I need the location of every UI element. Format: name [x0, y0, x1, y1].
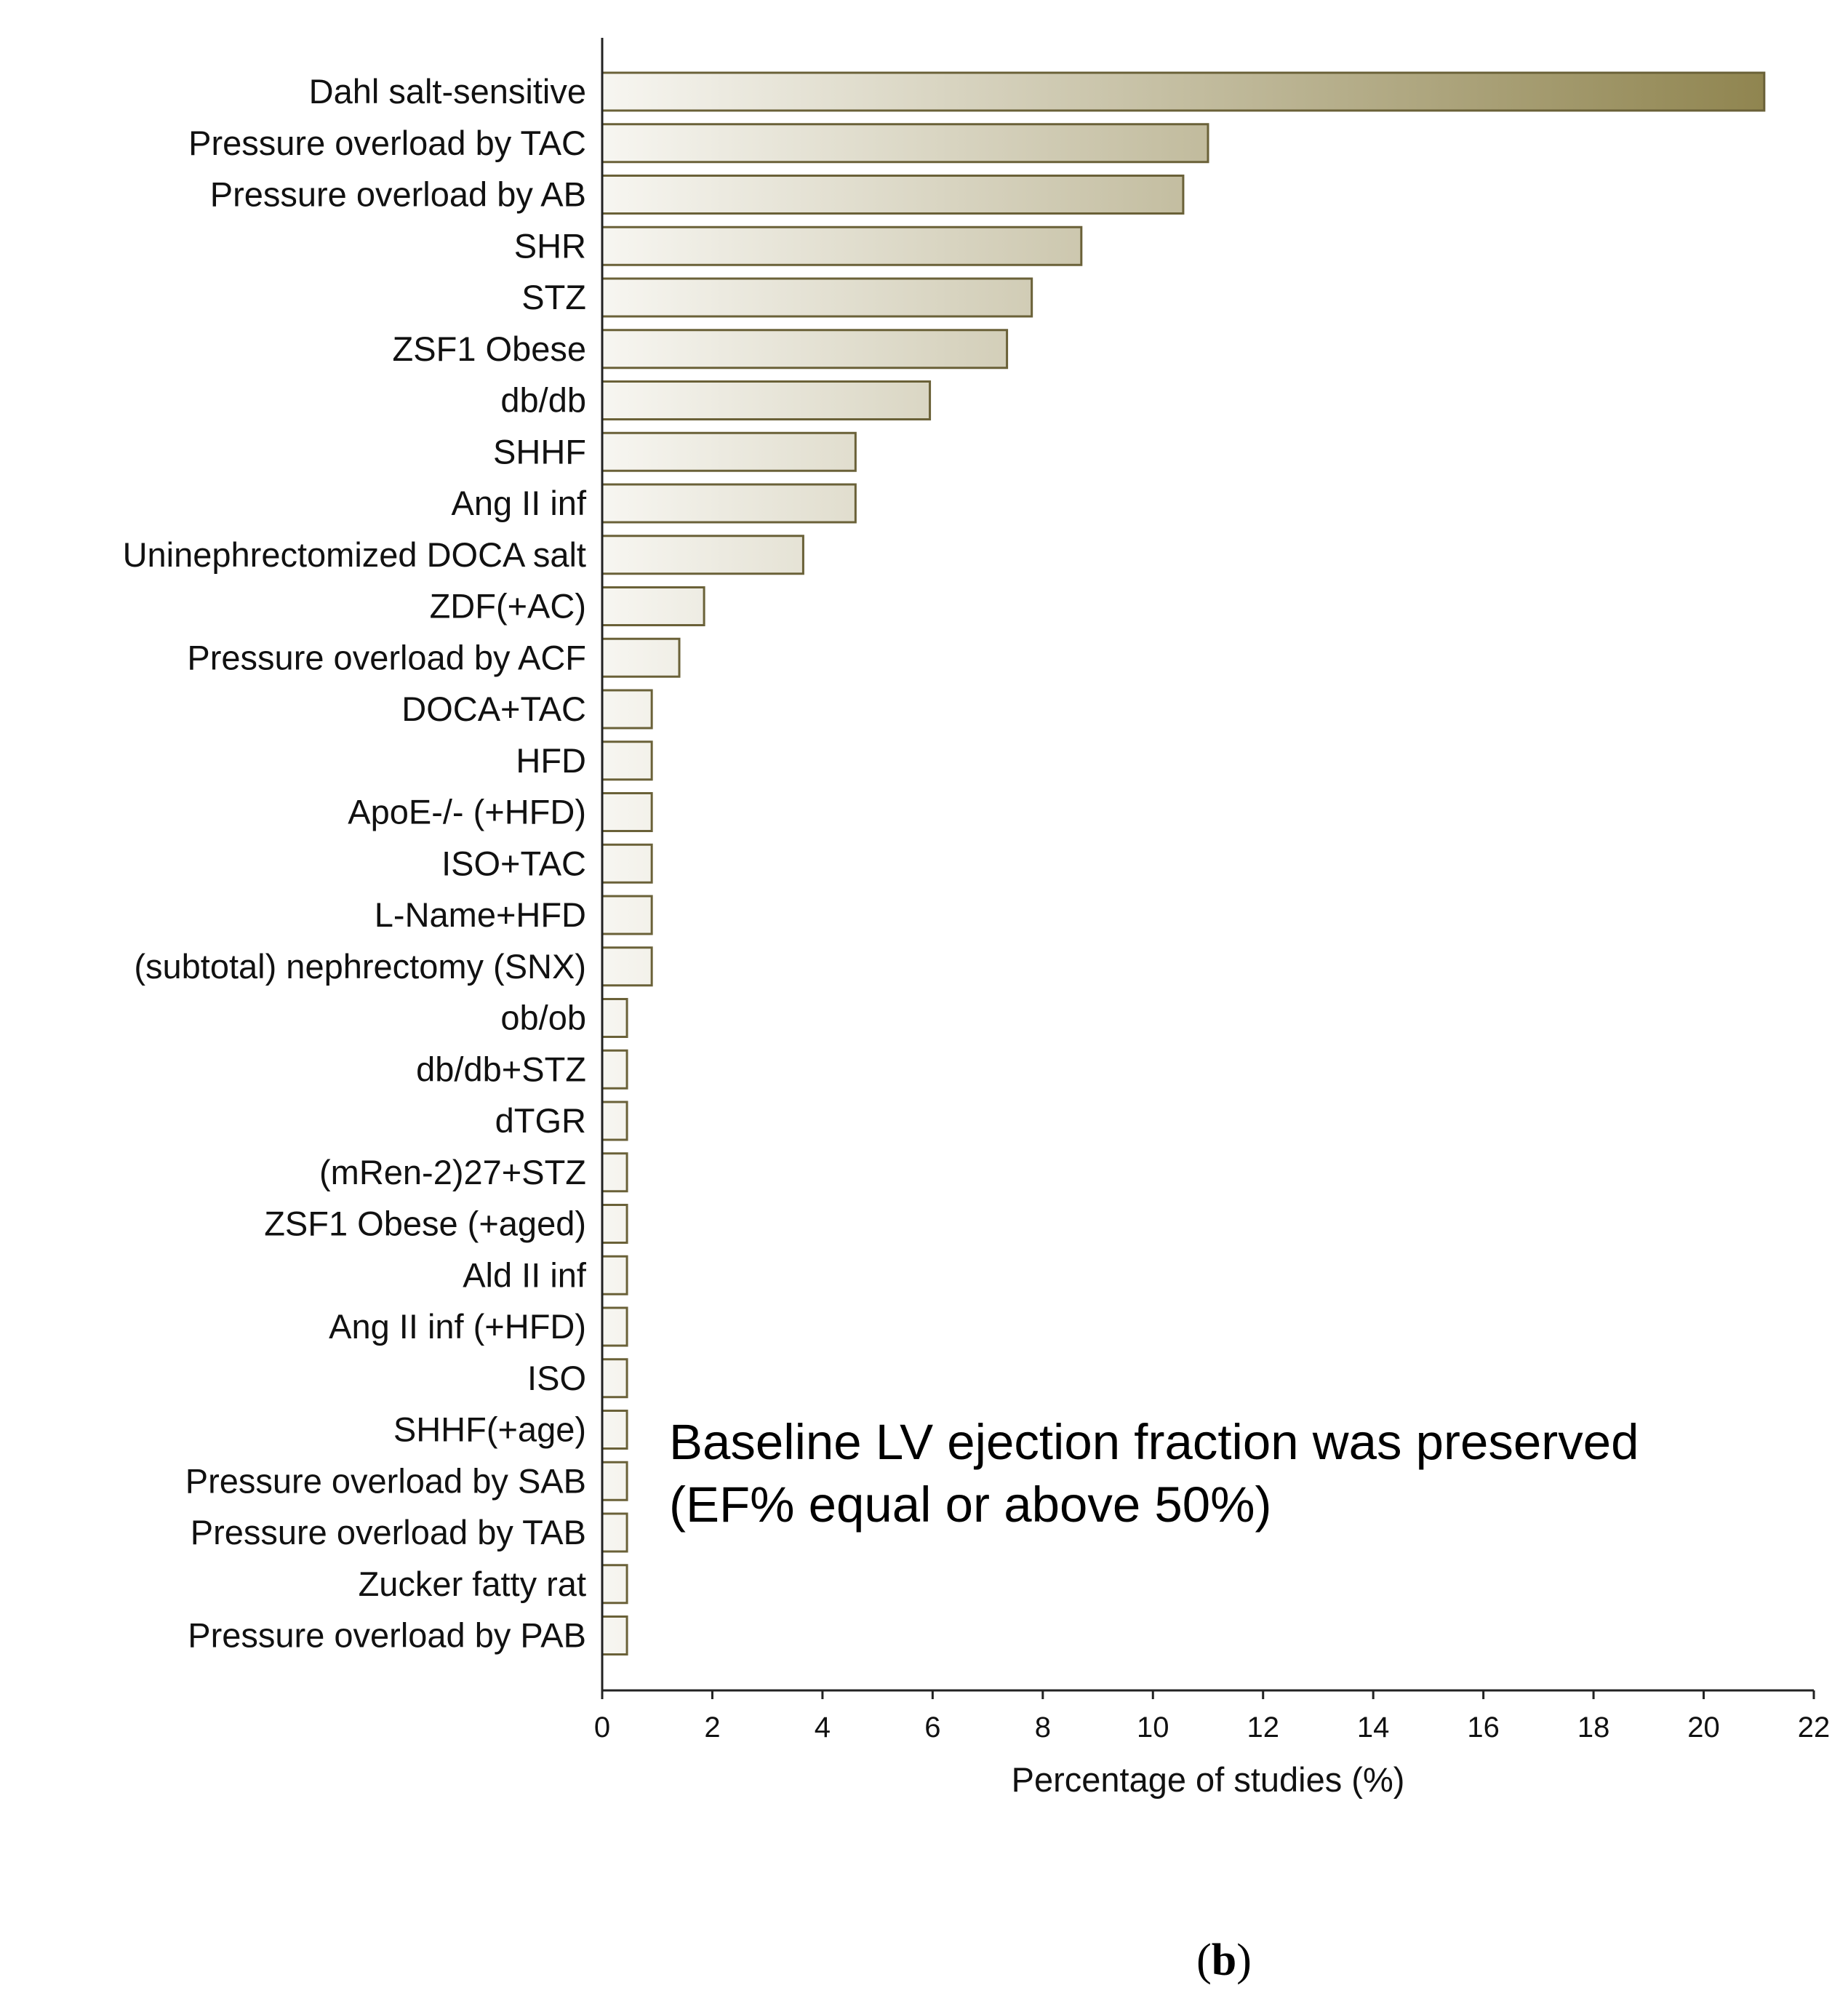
- category-label-11: Pressure overload by ACF: [187, 638, 586, 676]
- bar-29: [601, 1564, 628, 1605]
- bar-13: [601, 740, 653, 781]
- category-label-6: db/db: [500, 381, 586, 420]
- panel-label-letter: b: [1212, 1936, 1236, 1985]
- bar-25: [601, 1358, 628, 1399]
- bar-1: [601, 123, 1209, 164]
- x-axis-title: Percentage of studies (%): [1012, 1760, 1405, 1799]
- category-label-2: Pressure overload by AB: [210, 175, 586, 214]
- x-tick-label-11: 22: [1798, 1712, 1831, 1744]
- bar-7: [601, 431, 857, 472]
- bar-17: [601, 946, 653, 987]
- x-tick-label-5: 10: [1137, 1712, 1169, 1744]
- panel-label: (b): [1196, 1936, 1252, 1985]
- category-label-28: Pressure overload by TAB: [191, 1513, 586, 1551]
- category-label-5: ZSF1 Obese: [393, 329, 586, 368]
- category-label-14: ApoE-/- (+HFD): [348, 793, 586, 831]
- bar-21: [601, 1152, 628, 1193]
- category-label-12: DOCA+TAC: [401, 690, 586, 728]
- bar-9: [601, 535, 804, 575]
- annotation-line-1: Baseline LV ejection fraction was preser…: [669, 1414, 1639, 1470]
- x-tick-label-1: 2: [704, 1712, 720, 1744]
- x-tick-label-7: 14: [1357, 1712, 1390, 1744]
- bar-28: [601, 1512, 628, 1553]
- category-label-22: ZSF1 Obese (+aged): [264, 1205, 586, 1243]
- category-label-16: L-Name+HFD: [375, 895, 586, 934]
- bar-16: [601, 895, 653, 935]
- bar-10: [601, 586, 705, 626]
- category-label-4: STZ: [521, 278, 586, 316]
- bar-3: [601, 225, 1083, 266]
- panel-label-close: ): [1236, 1936, 1252, 1985]
- category-label-23: Ald II inf: [463, 1255, 587, 1294]
- bar-6: [601, 380, 932, 420]
- bar-30: [601, 1615, 628, 1655]
- bar-8: [601, 483, 857, 524]
- category-label-10: ZDF(+AC): [430, 587, 586, 626]
- x-tick-label-0: 0: [594, 1712, 610, 1744]
- x-tick-label-3: 6: [924, 1712, 940, 1744]
- bar-18: [601, 998, 628, 1038]
- axes-group: [601, 38, 1814, 1692]
- category-labels-group: Dahl salt-sensitive Pressure overload by …: [123, 72, 587, 1655]
- category-label-13: HFD: [516, 741, 586, 780]
- bar-26: [601, 1410, 628, 1450]
- bar-19: [601, 1049, 628, 1090]
- category-label-30: Pressure overload by PAB: [188, 1616, 586, 1655]
- bar-15: [601, 843, 653, 884]
- category-label-3: SHR: [514, 226, 586, 265]
- bar-4: [601, 277, 1033, 318]
- x-tick-label-4: 8: [1035, 1712, 1051, 1744]
- bar-11: [601, 637, 681, 678]
- bar-23: [601, 1255, 628, 1295]
- bars-group: [601, 71, 1766, 1655]
- bar-0: [601, 71, 1766, 112]
- bar-2: [601, 175, 1185, 215]
- category-label-27: Pressure overload by SAB: [185, 1461, 586, 1500]
- x-tick-label-10: 20: [1687, 1712, 1720, 1744]
- x-tick-label-8: 16: [1467, 1712, 1500, 1744]
- category-label-25: ISO: [527, 1359, 586, 1397]
- bar-20: [601, 1101, 628, 1141]
- category-label-15: ISO+TAC: [441, 844, 586, 882]
- x-ticks-group: 0 2 4 6 8 10 12 14 16 18 20 22: [594, 1690, 1830, 1744]
- bar-22: [601, 1204, 628, 1244]
- category-label-7: SHHF: [493, 432, 586, 471]
- category-label-18: ob/ob: [500, 999, 586, 1037]
- bar-12: [601, 689, 653, 730]
- category-label-8: Ang II inf: [452, 484, 587, 522]
- x-tick-label-6: 12: [1247, 1712, 1279, 1744]
- x-tick-label-2: 4: [815, 1712, 831, 1744]
- category-label-19: db/db+STZ: [416, 1050, 586, 1088]
- bar-5: [601, 329, 1009, 370]
- panel-label-open: (: [1196, 1936, 1212, 1985]
- category-label-24: Ang II inf (+HFD): [329, 1307, 586, 1346]
- bar-24: [601, 1306, 628, 1347]
- category-label-17: (subtotal) nephrectomy (SNX): [134, 947, 586, 986]
- category-label-1: Pressure overload by TAC: [188, 124, 586, 162]
- annotation-line-2: (EF% equal or above 50%): [669, 1477, 1271, 1533]
- category-label-0: Dahl salt-sensitive: [309, 72, 586, 111]
- category-label-9: Uninephrectomized DOCA salt: [123, 535, 586, 574]
- bar-14: [601, 792, 653, 832]
- x-tick-label-9: 18: [1577, 1712, 1610, 1744]
- category-label-26: SHHF(+age): [393, 1410, 586, 1449]
- category-label-20: dTGR: [495, 1101, 586, 1140]
- category-label-21: (mRen-2)27+STZ: [319, 1153, 586, 1191]
- category-label-29: Zucker fatty rat: [359, 1565, 586, 1603]
- bar-27: [601, 1461, 628, 1501]
